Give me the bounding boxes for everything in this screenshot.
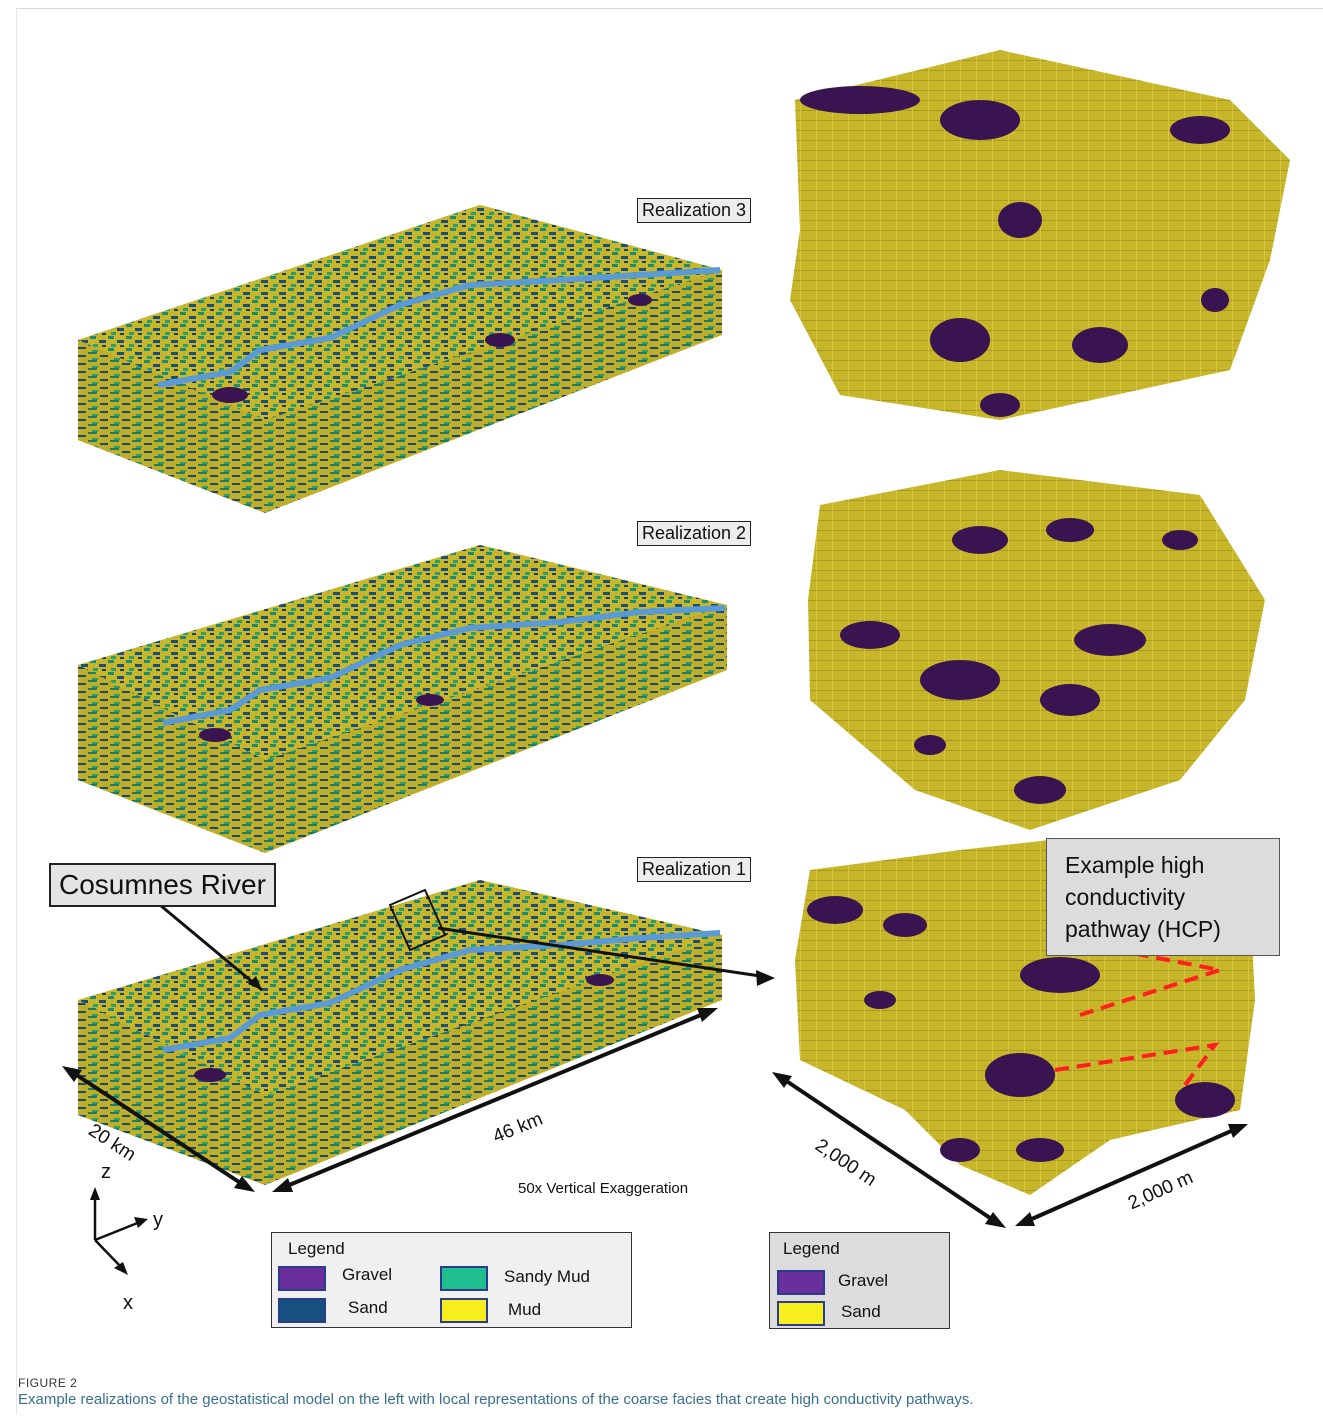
legend-swatch-mud	[440, 1298, 488, 1323]
realization-1-label: Realization 1	[637, 857, 752, 882]
legend-right-title: Legend	[783, 1239, 840, 1258]
legend-right-swatch-gravel	[777, 1270, 825, 1295]
legend-left: Legend Gravel Sand Sandy Mud Mud	[271, 1232, 632, 1328]
legend-swatch-sandy-mud	[440, 1266, 488, 1291]
realization-2-label: Realization 2	[637, 521, 752, 546]
river-callout: Cosumnes River	[49, 863, 276, 907]
realization-3-block	[78, 205, 722, 513]
realization-2-block	[78, 545, 727, 853]
axis-x-label: x	[123, 1292, 133, 1314]
legend-right-label-sand: Sand	[841, 1302, 881, 1321]
figure-label: FIGURE 2	[18, 1376, 78, 1390]
legend-label-sandy-mud: Sandy Mud	[504, 1267, 590, 1286]
legend-swatch-sand	[278, 1298, 326, 1323]
legend-right-swatch-sand	[777, 1301, 825, 1326]
local-model-3	[790, 50, 1290, 420]
legend-label-gravel: Gravel	[342, 1265, 393, 1284]
local-model-2	[808, 470, 1265, 830]
figure-caption: Example realizations of the geostatistic…	[18, 1391, 974, 1408]
exaggeration-note: 50x Vertical Exaggeration	[518, 1180, 689, 1197]
legend-label-mud: Mud	[508, 1300, 542, 1319]
figure-frame	[16, 8, 1323, 1414]
realization-3-label: Realization 3	[637, 198, 752, 223]
realization-1-block	[78, 880, 722, 1185]
legend-right-label-gravel: Gravel	[838, 1271, 889, 1290]
axis-y-label: y	[153, 1209, 163, 1231]
legend-left-title: Legend	[288, 1239, 345, 1258]
axis-z-label: z	[101, 1161, 111, 1183]
legend-label-sand: Sand	[348, 1298, 388, 1317]
hcp-callout: Example high conductivity pathway (HCP)	[1046, 838, 1280, 956]
legend-swatch-gravel	[278, 1266, 326, 1291]
legend-right: Legend Gravel Sand	[769, 1232, 950, 1329]
